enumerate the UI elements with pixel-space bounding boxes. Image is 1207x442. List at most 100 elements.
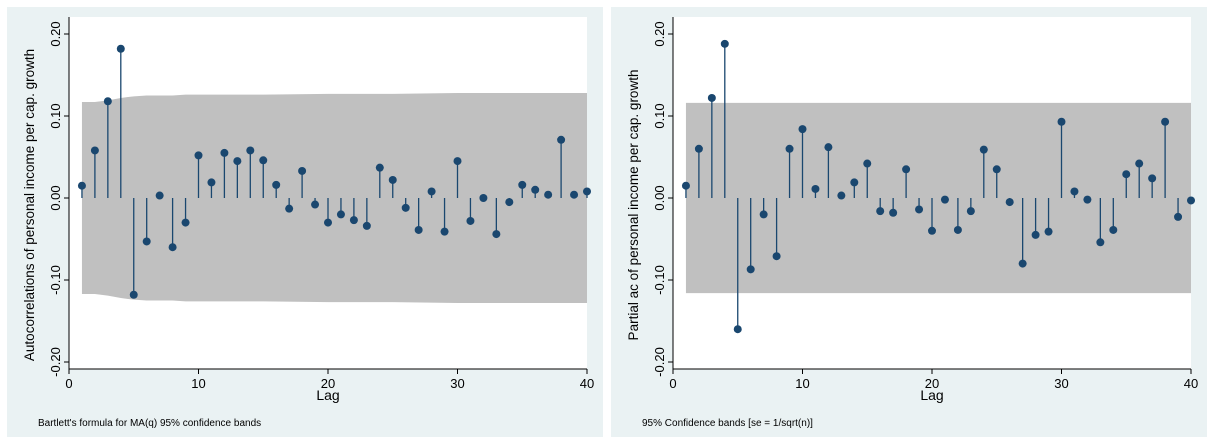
data-point: [785, 144, 794, 153]
data-point: [681, 181, 690, 190]
data-point: [362, 221, 371, 230]
x-tick-label: 30: [450, 376, 464, 391]
data-point: [116, 44, 125, 53]
data-point: [694, 144, 703, 153]
data-point: [440, 227, 449, 236]
data-point: [492, 230, 501, 239]
x-tick-label: 40: [1184, 376, 1198, 391]
y-axis-title: Autocorrelations of personal income per …: [22, 49, 37, 361]
data-point: [336, 210, 345, 219]
x-tick-label: 20: [925, 376, 939, 391]
chart-note: 95% Confidence bands [se = 1/sqrt(n)]: [642, 418, 813, 429]
y-tick-label: -0.10: [652, 265, 667, 295]
pacf-chart-panel: -0.20 -0.10 0.00 0.10 0.20 0 10 20 30 40 Lag Partia…: [611, 7, 1207, 437]
data-point: [129, 290, 138, 299]
data-point: [837, 191, 846, 200]
data-point: [1005, 198, 1014, 207]
data-point: [979, 145, 988, 154]
acf-chart-panel: -0.20 -0.10 0.00 0.10 0.20 0 10 20 30 40 Lag Autoco…: [7, 7, 603, 437]
data-point: [414, 225, 423, 234]
data-point: [824, 143, 833, 152]
data-point: [531, 185, 540, 194]
data-point: [324, 218, 332, 227]
data-point: [1161, 117, 1170, 126]
data-point: [707, 93, 716, 102]
y-tick-label: 0.20: [48, 21, 63, 46]
data-point: [1096, 238, 1105, 247]
y-axis-title: Partial ac of personal income per cap. g…: [626, 70, 641, 341]
data-point: [940, 195, 949, 204]
x-axis-title: Lag: [316, 387, 339, 403]
data-point: [1083, 195, 1092, 204]
data-point: [746, 265, 755, 274]
data-point: [77, 181, 86, 190]
x-tick-label: 30: [1054, 376, 1068, 391]
data-point: [401, 203, 410, 212]
data-point: [142, 237, 151, 246]
data-point: [453, 157, 462, 166]
data-point: [375, 163, 384, 172]
data-point: [349, 216, 358, 225]
data-point: [155, 191, 164, 200]
data-point: [207, 178, 216, 187]
confidence-band: [685, 102, 1191, 294]
data-point: [1174, 212, 1183, 221]
data-point: [1109, 225, 1118, 234]
x-tick-label: 0: [65, 376, 72, 391]
pacf-chart: -0.20 -0.10 0.00 0.10 0.20 0 10 20 30 40 Lag Partia…: [611, 7, 1207, 437]
data-point: [876, 207, 885, 216]
data-point: [246, 146, 255, 155]
data-point: [1135, 159, 1144, 168]
data-point: [1148, 174, 1157, 183]
data-point: [505, 198, 514, 207]
data-point: [798, 125, 807, 134]
chart-note: Bartlett's formula for MA(q) 95% confide…: [38, 418, 261, 429]
data-point: [1070, 187, 1079, 196]
y-tick-label: 0.10: [48, 103, 63, 128]
data-point: [850, 178, 859, 187]
x-tick-label: 10: [191, 376, 205, 391]
x-tick-label: 40: [580, 376, 594, 391]
data-point: [388, 175, 397, 184]
y-tick-label: 0.00: [48, 185, 63, 210]
data-point: [311, 200, 320, 209]
x-tick-label: 0: [669, 376, 676, 391]
data-point: [220, 148, 229, 157]
data-point: [272, 180, 281, 189]
data-point: [298, 166, 307, 175]
data-point: [181, 218, 190, 227]
y-tick-label: -0.20: [48, 347, 63, 377]
data-point: [1031, 230, 1040, 239]
data-point: [1122, 170, 1131, 179]
confidence-band: [81, 93, 587, 303]
data-point: [233, 157, 242, 166]
data-point: [103, 97, 112, 106]
x-axis-title: Lag: [920, 387, 943, 403]
data-point: [928, 226, 936, 235]
data-point: [1018, 259, 1027, 268]
data-point: [466, 216, 475, 225]
data-point: [479, 194, 488, 202]
data-point: [902, 165, 911, 174]
data-point: [811, 184, 820, 193]
x-tick-label: 20: [321, 376, 335, 391]
y-tick-label: 0.20: [652, 21, 667, 46]
y-tick-label: 0.10: [652, 103, 667, 128]
data-point: [720, 39, 729, 48]
data-point: [733, 325, 742, 334]
data-point: [1057, 117, 1066, 126]
data-point: [915, 205, 924, 214]
data-point: [772, 252, 781, 261]
data-point: [889, 208, 898, 217]
data-point: [583, 187, 591, 196]
data-point: [544, 190, 553, 199]
data-point: [1044, 227, 1053, 236]
x-tick-label: 10: [795, 376, 809, 391]
data-point: [953, 225, 962, 234]
data-point: [90, 146, 99, 155]
data-point: [259, 156, 268, 165]
data-point: [285, 204, 294, 213]
y-tick-label: -0.20: [652, 347, 667, 377]
data-point: [518, 180, 527, 189]
data-point: [759, 210, 768, 219]
